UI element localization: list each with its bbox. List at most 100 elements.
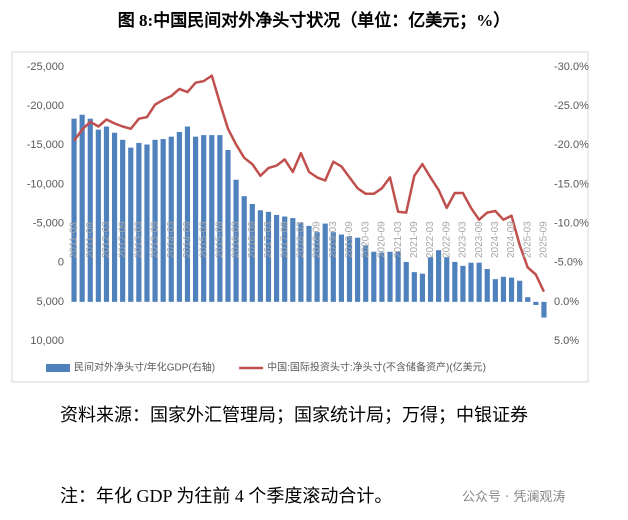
bar [346, 236, 353, 302]
bar [298, 222, 304, 302]
bar [436, 250, 442, 302]
bar [460, 265, 466, 302]
bar [517, 280, 523, 302]
x-tick-label: 2020-09 [377, 221, 388, 258]
bar [525, 297, 531, 302]
x-tick-label: 2019-09 [344, 221, 355, 258]
bar [306, 225, 312, 302]
x-tick-label: 2016-09 [247, 221, 258, 258]
bar [225, 149, 231, 302]
bar [403, 261, 409, 302]
bar [387, 251, 393, 302]
bar [395, 251, 401, 302]
x-tick-label: 2013-03 [134, 221, 145, 258]
bar [209, 135, 215, 302]
x-tick-label: 2012-09 [117, 221, 128, 258]
bar [152, 139, 158, 302]
bar [160, 139, 166, 302]
bar [314, 232, 320, 302]
y2-tick-label: 5.0% [554, 335, 579, 347]
y-tick-label: -20,000 [27, 100, 64, 112]
x-tick-label: 2017-03 [263, 221, 274, 258]
y-tick-label: -5,000 [33, 217, 64, 229]
bar [274, 214, 280, 302]
bar [419, 273, 426, 302]
y2-tick-label: -30.0% [554, 61, 589, 73]
x-tick-label: 2018-03 [296, 221, 307, 258]
bar [233, 179, 239, 302]
x-tick-label: 2022-09 [441, 221, 452, 258]
x-tick-label: 2024-03 [490, 221, 501, 258]
bar [371, 251, 377, 302]
bar [249, 204, 255, 302]
y2-tick-label: -10.0% [554, 217, 589, 229]
x-tick-label: 2022-03 [425, 221, 436, 258]
bar [144, 144, 150, 302]
bar [87, 118, 93, 302]
bar [411, 272, 417, 302]
x-tick-label: 2015-09 [215, 221, 226, 258]
legend-swatch [46, 364, 70, 372]
chart-frame [11, 51, 589, 383]
x-tick-label: 2011-03 [69, 222, 80, 258]
bar [355, 237, 361, 302]
x-tick-label: 2012-03 [101, 221, 112, 258]
bar [452, 261, 458, 302]
x-tick-label: 2023-09 [474, 221, 485, 258]
bar [103, 126, 110, 302]
bar [111, 132, 118, 302]
x-tick-label: 2014-03 [166, 221, 177, 258]
bar [71, 118, 77, 302]
chart: -25,000 -20,000 -15,000 -10,000 -5,000 0 5,000… [11, 51, 589, 383]
bar [257, 210, 263, 302]
bar [508, 277, 515, 302]
bar [282, 216, 288, 302]
bar [541, 301, 547, 318]
bar [363, 245, 369, 302]
bar [128, 147, 134, 302]
bar [379, 252, 385, 302]
footnote: 注：年化 GDP 为往前 4 个季度滚动合计。 [60, 486, 393, 506]
bar [120, 139, 126, 302]
legend-label: 中国:国际投资头寸:净头寸(不含储备资产)(亿美元) [267, 361, 486, 374]
source-note: 资料来源：国家外汇管理局；国家统计局；万得；中银证券 [60, 405, 528, 425]
x-tick-label: 2018-09 [312, 221, 323, 258]
bar [201, 135, 207, 302]
figure-title: 图 8:中国民间对外净头寸状况（单位：亿美元；%） [117, 11, 511, 30]
bar [265, 211, 272, 302]
y-tick-label: 0 [58, 257, 64, 269]
watermark: 公众号 · 凭澜观涛 [462, 490, 566, 505]
line [73, 74, 546, 293]
x-tick-label: 2019-03 [328, 221, 339, 258]
x-tick-label: 2025-09 [539, 221, 550, 258]
y-tick-label: -10,000 [27, 178, 64, 190]
bar [322, 223, 328, 302]
bar [136, 142, 142, 302]
bar [176, 131, 182, 302]
x-tick-label: 2014-09 [182, 221, 193, 258]
bar [500, 276, 507, 302]
bar [192, 136, 199, 302]
x-tick-label: 2011-09 [85, 222, 96, 258]
y-tick-label: -15,000 [27, 139, 64, 151]
bar [168, 136, 174, 302]
bar [290, 218, 296, 302]
x-tick-label: 2021-03 [393, 221, 404, 258]
x-tick-label: 2013-09 [150, 221, 161, 258]
bar [79, 114, 85, 302]
bar [338, 234, 344, 302]
bar [95, 129, 101, 302]
bar [484, 268, 490, 302]
bar [217, 135, 223, 302]
legend-label: 民间对外净头寸/年化GDP(右轴) [74, 361, 215, 374]
x-tick-label: 2025-03 [522, 221, 533, 258]
bar [533, 301, 539, 305]
x-tick-label: 2021-09 [409, 221, 420, 258]
bar [468, 262, 474, 302]
x-tick-label: 2023-03 [458, 221, 469, 258]
y2-tick-label: -5.0% [554, 257, 583, 269]
x-tick-label: 2020-03 [360, 221, 371, 258]
bar [184, 126, 191, 302]
bar [330, 232, 336, 302]
